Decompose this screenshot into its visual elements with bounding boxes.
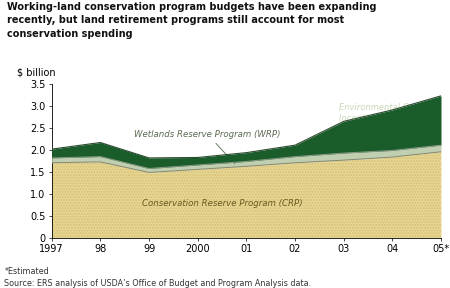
Text: Conservation Reserve Program (CRP): Conservation Reserve Program (CRP) — [142, 199, 302, 208]
Text: Wetlands Reserve Program (WRP): Wetlands Reserve Program (WRP) — [134, 130, 281, 164]
Text: $ billion: $ billion — [17, 67, 55, 77]
Text: Environmental Quality
Incentives Program
(EQIP): Environmental Quality Incentives Program… — [339, 103, 432, 134]
Text: *Estimated
Source: ERS analysis of USDA’s Office of Budget and Program Analysis : *Estimated Source: ERS analysis of USDA’… — [4, 267, 311, 288]
Text: Working-land conservation program budgets have been expanding
recently, but land: Working-land conservation program budget… — [7, 2, 376, 39]
